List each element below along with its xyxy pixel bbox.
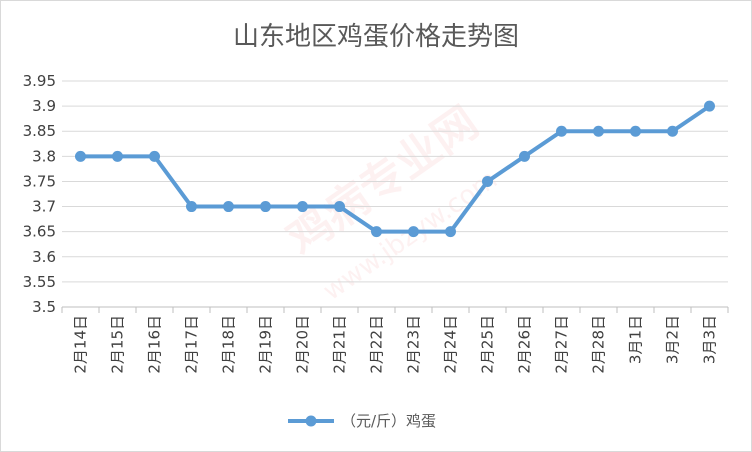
data-point <box>112 150 123 162</box>
x-tick-label: 3月2日 <box>664 315 682 364</box>
data-point <box>75 150 86 162</box>
data-point <box>371 226 382 238</box>
x-tick-label: 2月22日 <box>368 315 386 374</box>
data-point <box>556 125 567 137</box>
x-tick-label: 2月21日 <box>331 315 349 374</box>
y-tick-label: 3.7 <box>32 198 56 216</box>
data-point <box>149 150 160 162</box>
data-point <box>334 201 345 213</box>
x-tick-label: 2月25日 <box>479 315 497 374</box>
x-tick-label: 2月26日 <box>516 315 534 374</box>
data-point <box>408 226 419 238</box>
y-tick-label: 3.95 <box>23 72 56 90</box>
x-tick-label: 2月23日 <box>405 315 423 374</box>
y-tick-label: 3.5 <box>32 298 56 316</box>
y-tick-label: 3.65 <box>23 223 56 241</box>
x-tick-label: 3月1日 <box>627 315 645 364</box>
data-point <box>445 226 456 238</box>
y-tick-label: 3.8 <box>32 147 56 165</box>
x-tick-label: 2月19日 <box>257 315 275 374</box>
y-axis-ticks: 3.5 3.55 3.6 3.65 3.7 3.75 3.8 3.85 3.9 3.95 <box>23 72 56 316</box>
legend-label: （元/斤）鸡蛋 <box>341 412 436 430</box>
data-point <box>297 201 308 213</box>
x-tick-label: 2月18日 <box>220 315 238 374</box>
x-tick-label: 2月15日 <box>109 315 127 374</box>
x-tick-label: 2月20日 <box>294 315 312 374</box>
y-tick-label: 3.9 <box>32 97 56 115</box>
data-point <box>593 125 604 137</box>
legend: （元/斤）鸡蛋 <box>288 412 436 430</box>
x-axis: 2月14日 2月15日 2月16日 2月17日 2月18日 2月19日 2月20日 2月21日… <box>61 306 729 374</box>
data-point <box>667 125 678 137</box>
y-tick-label: 3.75 <box>23 172 56 190</box>
data-point <box>704 100 715 112</box>
chart-title: 山东地区鸡蛋价格走势图 <box>233 22 519 52</box>
data-point <box>223 201 234 213</box>
legend-point-marker <box>305 415 317 427</box>
x-tick-label: 2月17日 <box>183 315 201 374</box>
y-tick-label: 3.55 <box>23 273 56 291</box>
x-tick-label: 2月14日 <box>72 315 90 374</box>
data-point <box>630 125 641 137</box>
y-tick-label: 3.85 <box>23 122 56 140</box>
x-tick-label: 2月24日 <box>442 315 460 374</box>
series-group <box>75 100 715 238</box>
x-tick-label: 3月3日 <box>701 315 719 364</box>
x-tick-label: 2月16日 <box>146 315 164 374</box>
x-tick-label: 2月28日 <box>590 315 608 374</box>
x-tick-label: 2月27日 <box>553 315 571 374</box>
data-point <box>482 175 493 187</box>
series-line <box>80 104 711 234</box>
data-point <box>260 201 271 213</box>
watermark: 鸡病专业网 www.jbzyw.com <box>278 97 503 307</box>
data-point <box>519 150 530 162</box>
data-point <box>186 201 197 213</box>
y-tick-label: 3.6 <box>32 248 56 266</box>
